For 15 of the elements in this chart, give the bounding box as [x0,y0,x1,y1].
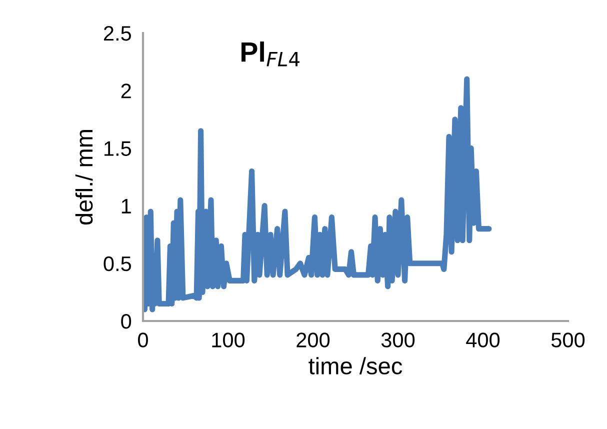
x-tick-label: 200 [296,332,330,348]
x-axis-title: time /sec [308,357,402,374]
x-tick-label: 500 [551,332,585,348]
y-axis-title: defl./ mm [75,130,93,225]
x-tick-label: 100 [212,332,245,348]
chart-title: Pl$_{FL4}$ [242,42,300,66]
y-tick-label: 0.5 [104,256,132,272]
x-tick-label: 0 [138,332,148,348]
y-tick-label: 1.5 [104,141,132,156]
x-tick-label: 300 [381,332,415,348]
y-tick-label: 2 [121,84,131,98]
y-tick-label: 1 [122,199,131,214]
y-tick-label: 2.5 [104,26,132,41]
x-tick-label: 400 [466,332,500,348]
y-tick-label: 0 [121,314,132,329]
